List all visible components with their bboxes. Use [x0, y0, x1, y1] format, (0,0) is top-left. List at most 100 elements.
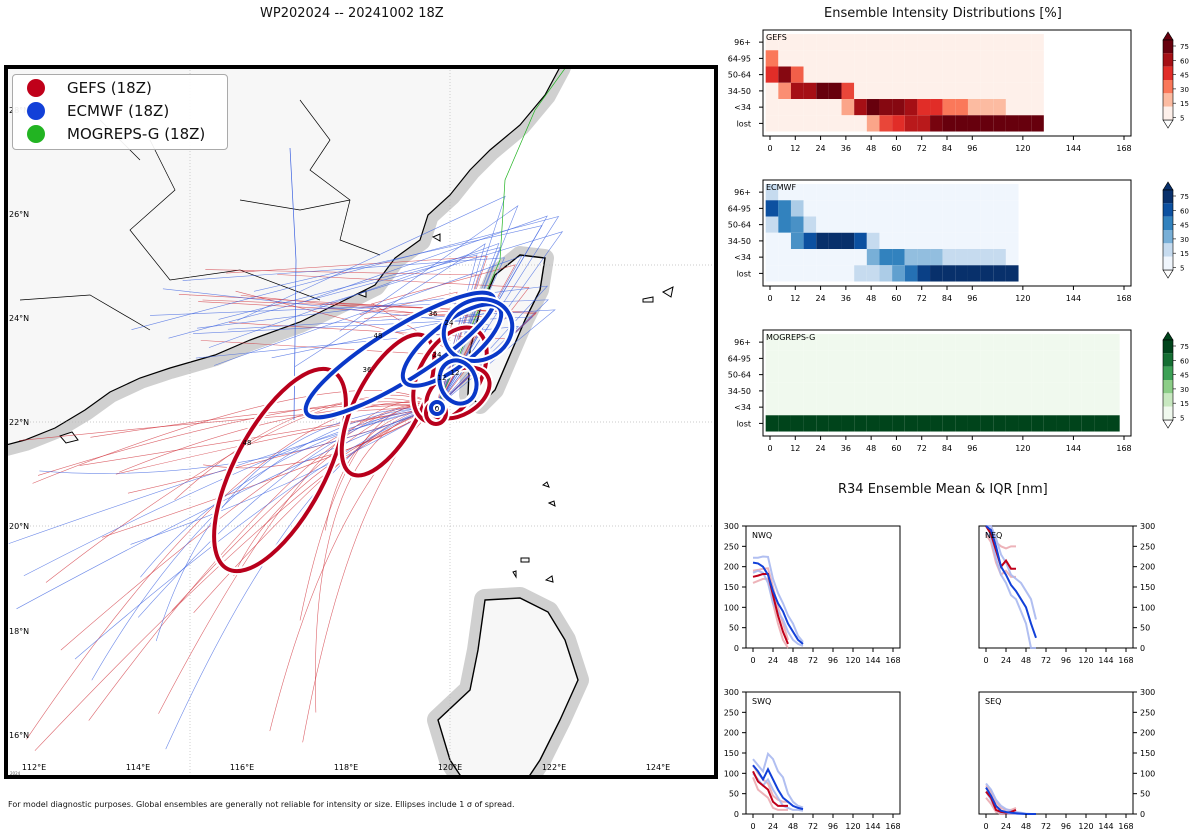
heatmap-cell — [1107, 366, 1120, 383]
colorbar-tick: 5 — [1180, 115, 1184, 123]
heatmap-cell — [778, 265, 791, 282]
heatmap-cell — [1005, 249, 1019, 266]
heatmap-ytick: lost — [737, 269, 751, 278]
heatmap-cell — [1107, 334, 1120, 351]
right-panels: GEFS 96+ 64-95 50-64 34-50 <34 lost 0 12 24 36 48 60… — [724, 29, 1189, 831]
heatmap-xtick: 72 — [917, 294, 927, 303]
heatmap-cell — [930, 334, 943, 351]
heatmap-cell — [955, 232, 968, 250]
r34-ytick: 200 — [1140, 563, 1155, 572]
heatmap-xtick: 0 — [767, 144, 772, 153]
r34-xtick: 72 — [808, 822, 818, 831]
heatmap-cell — [967, 350, 981, 367]
heatmap-cell — [1094, 399, 1108, 416]
colorbar-tick: 30 — [1180, 386, 1189, 394]
heatmap-xtick: 168 — [1116, 144, 1131, 153]
heatmap-cell — [828, 82, 842, 100]
heatmap-cell — [866, 99, 880, 116]
heatmap-cell — [828, 382, 842, 400]
ellipse-hour-label: 24 — [433, 351, 442, 359]
heatmap-cell — [841, 99, 855, 116]
heatmap-cell — [866, 66, 880, 83]
heatmap-cell — [967, 249, 981, 266]
heatmap-cell — [1031, 350, 1044, 367]
heatmap-cell — [828, 334, 842, 351]
heatmap-cell — [980, 99, 994, 116]
ellipse-hour-label: 48 — [374, 332, 383, 340]
heatmap-cell — [778, 366, 791, 383]
heatmap-cell — [993, 350, 1006, 367]
heatmap-cell — [930, 184, 943, 201]
heatmap-cell — [892, 82, 905, 100]
heatmap-cell — [866, 399, 880, 416]
ecmwf-track — [16, 406, 438, 610]
gefs-track — [118, 405, 438, 473]
heatmap-cell — [790, 99, 804, 116]
heatmap-cell — [803, 334, 817, 351]
heatmap-cell — [1094, 350, 1108, 367]
heatmap-cell — [980, 399, 994, 416]
lon-label: 120°E — [438, 763, 462, 772]
heatmap-cell — [854, 50, 867, 67]
heatmap-cell — [1005, 265, 1019, 282]
colorbar-tick: 5 — [1180, 265, 1184, 273]
heatmap-cell — [803, 366, 817, 383]
heatmap-cell — [930, 200, 943, 217]
heatmap-cell — [803, 34, 817, 51]
heatmap-cell — [879, 265, 893, 282]
heatmap-cell — [955, 216, 968, 233]
heatmap-cell — [955, 66, 968, 83]
heatmap-cell — [854, 382, 867, 400]
r34-frame — [745, 691, 901, 815]
heatmap-cell — [790, 115, 804, 132]
heatmap-cell — [904, 415, 918, 432]
heatmap-cell — [993, 115, 1006, 132]
r34-ytick: 300 — [1140, 522, 1155, 531]
heatmap-cell — [854, 350, 867, 367]
r34-xtick: 0 — [750, 656, 755, 665]
heatmap-cell — [1005, 115, 1019, 132]
heatmap-cell — [930, 232, 943, 250]
r34-xtick: 144 — [1098, 656, 1113, 665]
r34-xtick: 96 — [828, 656, 838, 665]
heatmap-xtick: 48 — [866, 444, 876, 453]
heatmap-xtick: 84 — [942, 294, 952, 303]
heatmap-cell — [1069, 334, 1082, 351]
heatmap-cell — [790, 382, 804, 400]
ellipse-hour-label: 12 — [451, 369, 460, 377]
r34-xtick: 168 — [885, 656, 900, 665]
heatmap-cell — [980, 115, 994, 132]
heatmap-cell — [828, 366, 842, 383]
heatmap-cell — [765, 232, 779, 250]
heatmap-cell — [841, 249, 855, 266]
heatmap-ytick: 96+ — [734, 188, 751, 197]
ecmwf-track — [195, 326, 520, 408]
heatmap-cell — [892, 265, 905, 282]
heatmap-cell — [930, 216, 943, 233]
colorbar-segment — [1163, 66, 1173, 80]
heatmap-cell — [790, 415, 804, 432]
r34-xtick: 120 — [1078, 656, 1093, 665]
heatmap-cell — [1043, 382, 1057, 400]
r34-series-line — [752, 567, 789, 641]
heatmap-cell — [930, 415, 943, 432]
colorbar-tick: 15 — [1180, 400, 1189, 408]
gefs-track — [26, 402, 438, 740]
heatmap-cell — [879, 99, 893, 116]
heatmap-cell — [816, 415, 829, 432]
heatmap-xtick: 0 — [767, 444, 772, 453]
heatmap-xtick: 72 — [917, 144, 927, 153]
heatmap-cell — [803, 265, 817, 282]
r34-ytick: 0 — [1140, 644, 1145, 653]
r34-series-line — [752, 764, 804, 811]
heatmap-xtick: 144 — [1066, 294, 1081, 303]
heatmap-cell — [778, 184, 791, 201]
heatmap-cell — [765, 115, 779, 132]
heatmap-cell — [1081, 334, 1095, 351]
heatmap-cell — [803, 249, 817, 266]
colorbar-tick: 15 — [1180, 250, 1189, 258]
heatmap-cell — [967, 399, 981, 416]
r34-ytick: 150 — [724, 749, 739, 758]
colorbar-frame — [1162, 339, 1174, 421]
heatmap-cell — [828, 200, 842, 217]
